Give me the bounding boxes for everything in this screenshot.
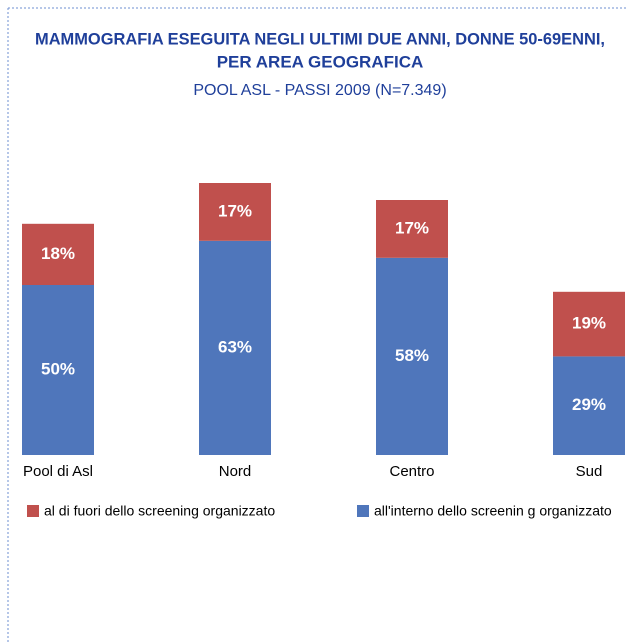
data-label: 17% [395,218,429,237]
chart-title: MAMMOGRAFIA ESEGUITA NEGLI ULTIMI DUE AN… [35,29,605,48]
x-tick-label: Sud [576,463,603,480]
bar-segment [376,200,448,258]
legend-swatch [357,505,369,517]
bar-segment [553,356,625,455]
data-label: 18% [41,244,75,263]
bar-segment [22,285,94,455]
x-tick-label: Pool di Asl [23,463,93,480]
data-label: 58% [395,346,429,365]
bar-segment [199,183,271,241]
legend-label: al di fuori dello screening organizzato [44,503,275,519]
legend-swatch [27,505,39,517]
bar-segment [22,223,94,285]
bar-segment [199,240,271,455]
chart-title-line2: PER AREA GEOGRAFICA [217,52,424,71]
data-label: 17% [218,201,252,220]
bar-segment [553,291,625,357]
data-label: 50% [41,359,75,378]
legend-label: all'interno dello screenin g organizzato [374,503,612,519]
data-label: 29% [572,395,606,414]
x-tick-label: Centro [389,463,434,480]
data-label: 63% [218,337,252,356]
x-tick-label: Nord [219,463,252,480]
data-label: 19% [572,314,606,333]
bar-segment [376,257,448,455]
chart-subtitle: POOL ASL - PASSI 2009 (N=7.349) [193,82,446,99]
